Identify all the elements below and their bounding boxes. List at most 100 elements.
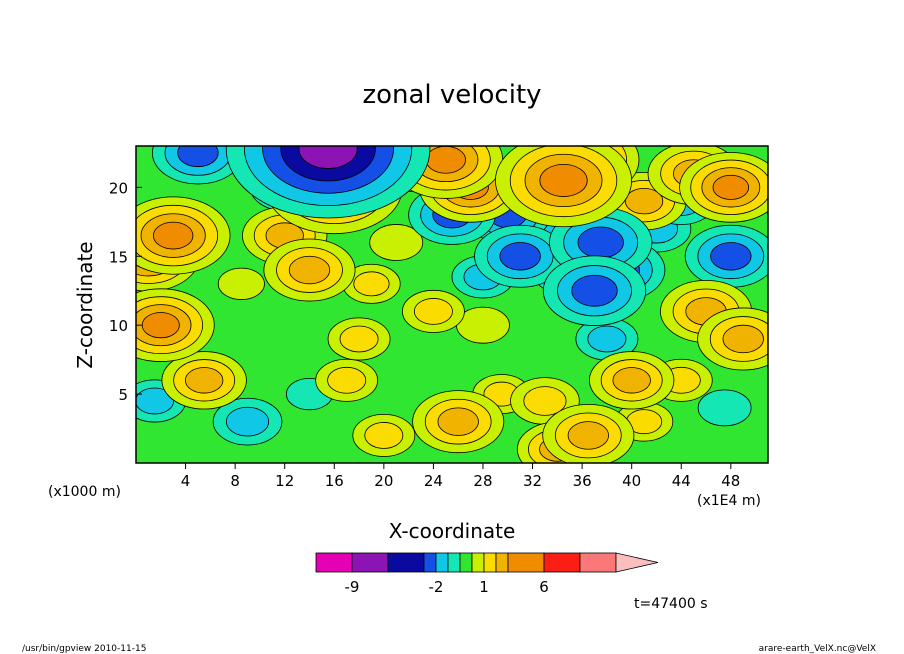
velocity-cell-17 (212, 397, 283, 446)
contour-band (697, 389, 752, 427)
contour-band (539, 163, 588, 197)
contour-band (722, 324, 764, 354)
colorbar-label: -9 (345, 578, 360, 596)
x-tick-label: 20 (374, 472, 393, 490)
x-tick-label: 44 (672, 472, 691, 490)
contour-band (327, 366, 367, 394)
footer-right: arare-earth_VelX.nc@VelX (759, 644, 876, 654)
colorbar-segment (423, 552, 437, 573)
x-tick-label: 16 (325, 472, 344, 490)
velocity-cell-13 (315, 358, 379, 402)
contour-band (710, 242, 752, 271)
colorbar-segment (507, 552, 545, 573)
x-tick-label: 24 (424, 472, 443, 490)
colorbar-segment (483, 552, 497, 573)
contour-band (298, 146, 358, 169)
y-tick-label: 20 (109, 179, 128, 197)
velocity-cell-46 (679, 152, 768, 223)
velocity-cell-47 (136, 288, 215, 362)
contour-band (571, 274, 618, 307)
colorbar-segment (543, 552, 581, 573)
velocity-cell-52 (495, 146, 633, 228)
contour-band (567, 421, 609, 450)
velocity-cell-25 (161, 351, 247, 410)
y-axis-label: Z-coordinate (73, 241, 97, 368)
colorbar-segment (435, 552, 449, 573)
velocity-cell-29 (589, 351, 675, 410)
x-tick-label: 12 (275, 472, 294, 490)
velocity-cell-45 (542, 255, 647, 326)
velocity-cell-37 (684, 224, 768, 288)
velocity-field (136, 146, 768, 463)
colorbar-label: -2 (429, 578, 444, 596)
x-axis-label: X-coordinate (389, 519, 516, 543)
contour-band (136, 387, 175, 415)
velocity-cell-2 (369, 224, 424, 261)
colorbar-segment (447, 552, 461, 573)
velocity-cell-31 (151, 146, 244, 185)
contour-band (141, 312, 180, 339)
y-tick-label: 15 (109, 248, 128, 266)
velocity-cell-14 (352, 413, 416, 457)
contour-band (288, 255, 331, 285)
contour-band (152, 221, 194, 250)
contour-band (353, 271, 390, 297)
colorbar-segment (315, 552, 353, 573)
velocity-cell-5 (697, 389, 752, 427)
contour-band (425, 146, 466, 174)
footer-left: /usr/bin/gpview 2010-11-15 (22, 644, 146, 654)
colorbar-segment (387, 552, 425, 573)
contour-band (523, 386, 567, 416)
contour-band (339, 325, 379, 353)
y-axis-ticks: 5 10 15 20 (109, 179, 142, 404)
colorbar-segment (471, 552, 485, 573)
contour-band (499, 242, 541, 271)
colorbar-label: 1 (479, 578, 489, 596)
colorbar-segment (495, 552, 509, 573)
x-tick-label: 4 (181, 472, 191, 490)
x-unit-left: (x1000 m) (48, 484, 121, 500)
velocity-cell-10 (402, 289, 465, 333)
velocity-cell-48 (136, 196, 231, 275)
contour-band (369, 224, 424, 261)
contour-band (437, 407, 479, 436)
contour-band (217, 267, 265, 300)
contour-band (712, 174, 750, 200)
contour-band (612, 367, 651, 394)
x-unit-right: (x1E4 m) (697, 493, 761, 509)
y-tick-label: 10 (109, 317, 128, 335)
x-tick-label: 36 (573, 472, 592, 490)
colorbar (315, 552, 659, 573)
x-tick-label: 8 (230, 472, 240, 490)
colorbar-extension (615, 552, 659, 573)
y-tick-label: 5 (118, 386, 128, 404)
colorbar-label: 6 (539, 578, 549, 596)
colorbar-segment (579, 552, 617, 573)
contour-band (177, 146, 219, 168)
velocity-cell-15 (327, 317, 391, 361)
contour-band (577, 226, 624, 259)
chart-title: zonal velocity (362, 80, 541, 110)
plot-frame (135, 145, 769, 464)
x-tick-label: 40 (622, 472, 641, 490)
velocity-cell-40 (542, 404, 635, 463)
x-tick-label: 28 (473, 472, 492, 490)
contour-band (413, 298, 453, 325)
contour-band (184, 367, 224, 394)
colorbar-segment (351, 552, 389, 573)
velocity-cell-32 (263, 238, 356, 302)
x-tick-label: 48 (721, 472, 740, 490)
x-tick-label: 32 (523, 472, 542, 490)
velocity-cell-11 (575, 317, 639, 361)
velocity-cell-33 (474, 224, 567, 288)
velocity-cell-1 (217, 267, 265, 300)
colorbar-segment (459, 552, 473, 573)
contour-band (364, 422, 404, 449)
contour-band (624, 187, 664, 215)
colorbar-labels: -9 -2 1 6 (345, 578, 549, 596)
velocity-cell-39 (697, 307, 768, 371)
time-annotation: t=47400 s (634, 596, 708, 612)
contour-band (225, 406, 270, 437)
